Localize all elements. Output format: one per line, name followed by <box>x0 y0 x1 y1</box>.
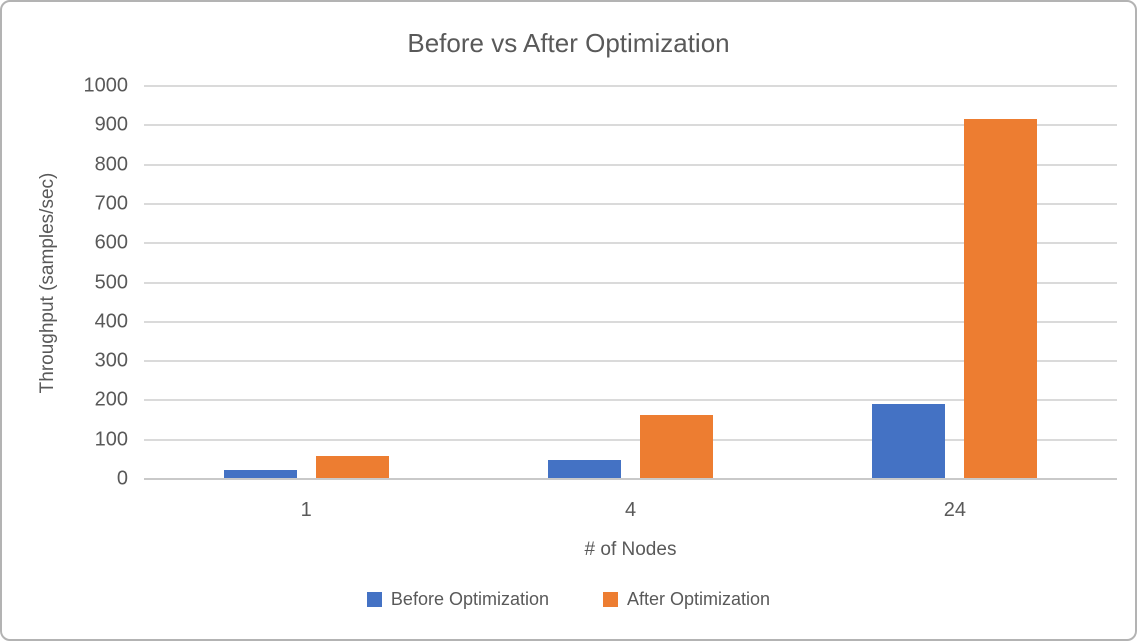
x-axis-category-label: 24 <box>943 499 966 521</box>
y-axis-tick-label: 800 <box>94 153 128 176</box>
y-axis-tick-label: 0 <box>116 467 128 490</box>
chart-title: Before vs After Optimization <box>407 28 730 58</box>
gridline <box>144 163 1117 166</box>
y-axis-tick-label: 200 <box>94 388 128 411</box>
y-axis-tick-label: 600 <box>94 231 128 254</box>
gridline <box>144 124 1117 127</box>
gridline <box>144 281 1117 284</box>
y-axis-tick-label: 700 <box>94 192 128 215</box>
gridline <box>144 85 1117 87</box>
gridline <box>144 360 1117 363</box>
y-axis-tick-label: 500 <box>94 271 128 293</box>
x-axis-category-labels: 1 4 24 <box>144 499 1117 523</box>
bar-group <box>872 119 1038 479</box>
legend-item: After Optimization <box>603 589 770 610</box>
legend: Before Optimization After Optimization <box>2 589 1135 610</box>
x-axis-category-label: 1 <box>300 499 312 521</box>
gridline <box>144 399 1117 402</box>
bar <box>872 404 946 479</box>
y-axis-tick-label: 400 <box>94 310 128 333</box>
bar-group <box>223 456 389 479</box>
gridline <box>144 438 1117 441</box>
y-axis-tick-label: 900 <box>94 113 128 136</box>
gridline <box>144 242 1117 245</box>
bar-group <box>548 414 713 479</box>
y-axis-tick-label: 100 <box>94 428 128 451</box>
gridline <box>144 202 1117 205</box>
plot-area <box>144 85 1117 480</box>
x-axis-title: # of Nodes <box>584 539 677 560</box>
legend-item: Before Optimization <box>366 589 549 610</box>
x-axis-category-label: 4 <box>624 499 637 521</box>
legend-swatch-icon <box>603 592 618 607</box>
legend-label: Before Optimization <box>390 589 549 609</box>
gridline <box>144 320 1117 323</box>
bar <box>640 414 713 479</box>
bar <box>223 469 297 479</box>
bar <box>315 456 389 479</box>
x-axis-line <box>144 478 1117 480</box>
bar <box>548 460 621 479</box>
y-axis-tick-labels: 0 100 200 300 400 500 600 700 800 900 1000 <box>2 75 129 490</box>
bar <box>964 119 1038 479</box>
y-axis-tick-label: 1000 <box>83 74 129 97</box>
legend-label: After Optimization <box>627 589 771 609</box>
y-axis-tick-label: 300 <box>94 349 128 372</box>
legend-swatch-icon <box>366 592 382 607</box>
